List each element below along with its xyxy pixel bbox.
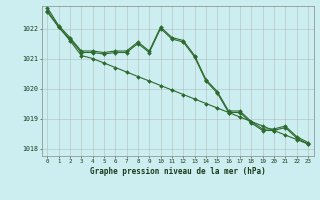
X-axis label: Graphe pression niveau de la mer (hPa): Graphe pression niveau de la mer (hPa): [90, 167, 266, 176]
